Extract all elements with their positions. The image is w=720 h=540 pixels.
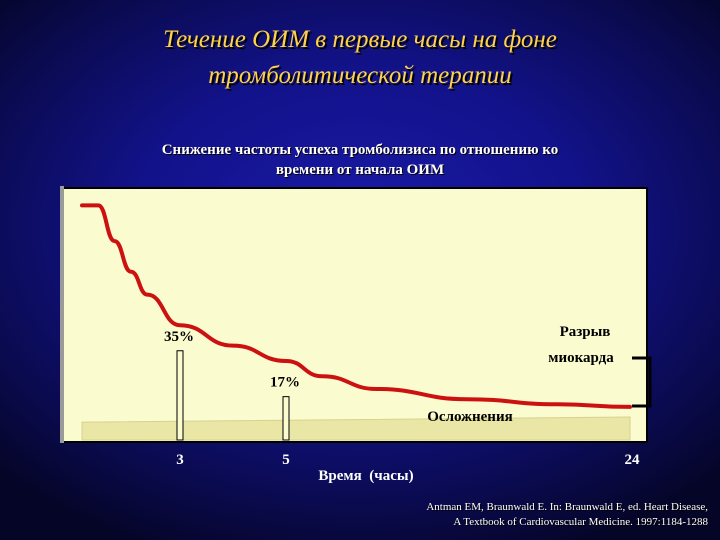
- data-label-17: 17%: [270, 375, 300, 391]
- x-tick-24: 24: [625, 452, 641, 468]
- complications-label: Осложнения: [427, 409, 512, 425]
- marker-bar-3h: [176, 350, 184, 441]
- citation-line2: A Textbook of Cardiovascular Medicine. 1…: [453, 516, 708, 528]
- series-line-thrombolysis-success: [80, 203, 632, 409]
- citation: Antman EM, Braunwald E. In: Braunwald E,…: [426, 500, 708, 530]
- slide-title-line1: Течение ОИМ в первые часы на фоне: [163, 26, 557, 53]
- x-tick-3: 3: [176, 452, 184, 468]
- rupture-label-line2: миокарда: [548, 350, 614, 366]
- citation-line1: Antman EM, Braunwald E. In: Braunwald E,…: [426, 501, 708, 513]
- data-label-35: 35%: [164, 329, 194, 345]
- slide-title: Течение ОИМ в первые часы на фоне тромбо…: [0, 22, 720, 94]
- chart-title: Снижение частоты успеха тромболизиса по …: [40, 140, 680, 180]
- plot-area-shadow-edge: [60, 186, 64, 443]
- rupture-bracket: [632, 356, 652, 408]
- chart-title-line2: времени от начала ОИМ: [275, 162, 445, 178]
- x-axis-label: Время (часы): [318, 468, 413, 484]
- slide-title-line2: тромболитической терапии: [208, 62, 512, 89]
- x-tick-5: 5: [282, 452, 290, 468]
- marker-bar-5h: [282, 396, 290, 441]
- chart-title-line1: Снижение частоты успеха тромболизиса по …: [161, 142, 559, 158]
- complications-area: [81, 416, 631, 441]
- rupture-label-line1: Разрыв: [560, 324, 611, 340]
